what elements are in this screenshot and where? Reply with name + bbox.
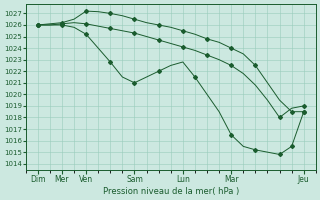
X-axis label: Pression niveau de la mer( hPa ): Pression niveau de la mer( hPa ): [103, 187, 239, 196]
